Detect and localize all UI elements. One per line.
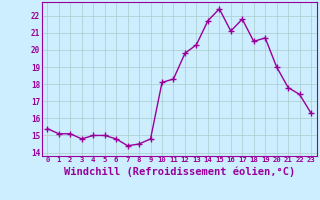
X-axis label: Windchill (Refroidissement éolien,°C): Windchill (Refroidissement éolien,°C) [64,166,295,177]
